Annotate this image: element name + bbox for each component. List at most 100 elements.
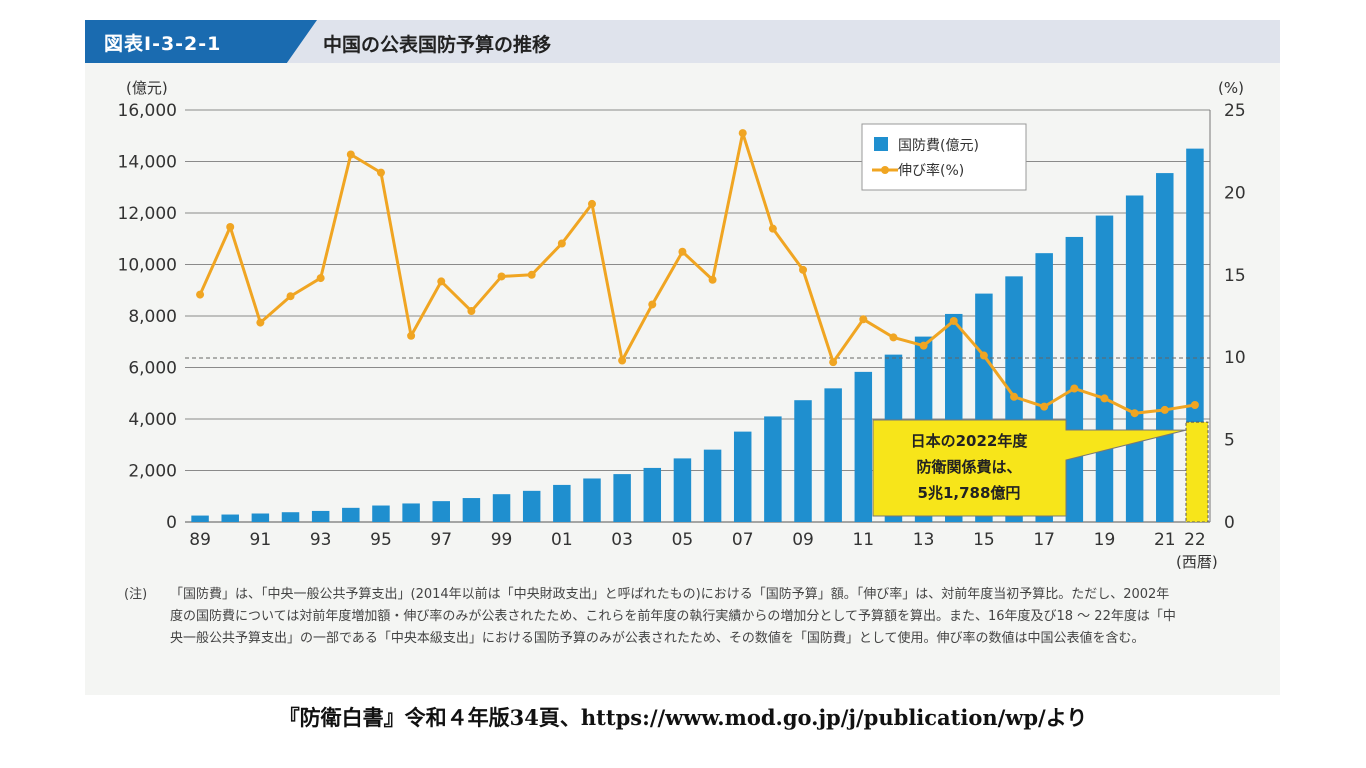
bar-94: [342, 507, 360, 522]
bar-96: [402, 503, 420, 522]
callout-line-1: 日本の2022年度: [911, 432, 1029, 450]
growth-point-89: [196, 290, 205, 299]
growth-point-20: [1130, 409, 1139, 418]
y-right-tick-label: 5: [1224, 431, 1235, 451]
line-series-growth-rate: [196, 129, 1199, 418]
y-left-tick-label: 12,000: [118, 204, 177, 224]
growth-point-12: [889, 333, 898, 342]
x-tick-label: 95: [370, 530, 392, 550]
figure-title: 中国の公表国防予算の推移: [323, 34, 552, 56]
bar-06: [703, 449, 722, 522]
growth-point-21: [1160, 405, 1169, 414]
growth-point-97: [437, 277, 446, 286]
bar-21: [1156, 173, 1174, 522]
bar-09: [794, 400, 812, 522]
growth-point-06: [708, 275, 717, 284]
growth-point-94: [346, 150, 355, 159]
y-left-tick-label: 16,000: [118, 101, 177, 121]
growth-point-10: [829, 358, 838, 367]
growth-point-13: [919, 341, 928, 350]
growth-point-22: [1190, 400, 1199, 409]
bar-93: [311, 510, 330, 522]
growth-point-00: [527, 270, 536, 279]
bar-07: [733, 431, 752, 522]
bar-92: [281, 512, 300, 522]
callout-line-2: 防衛関係費は、: [916, 458, 1021, 476]
y-left-tick-label: 14,000: [118, 153, 177, 173]
x-tick-label: 21: [1154, 530, 1176, 550]
legend-line-label: 伸び率(%): [898, 162, 964, 179]
y-right-tick-label: 15: [1224, 266, 1246, 286]
y-left-tick-label: 10,000: [118, 256, 177, 276]
x-tick-label: 89: [189, 530, 211, 550]
x-unit-label: (西暦): [1176, 553, 1218, 571]
x-tick-label: 01: [551, 530, 573, 550]
bar-03: [613, 474, 631, 522]
bar-99: [492, 494, 511, 522]
growth-point-01: [557, 239, 566, 248]
legend-box: [861, 123, 1027, 191]
bar-89: [191, 515, 209, 522]
bar-10: [824, 388, 842, 522]
growth-point-92: [286, 292, 295, 301]
growth-rate-line: [198, 131, 1196, 415]
growth-point-02: [587, 199, 596, 208]
growth-point-17: [1040, 402, 1049, 411]
x-tick-label: 19: [1094, 530, 1116, 550]
bar-98: [462, 498, 481, 522]
growth-point-15: [979, 351, 988, 360]
bar-02: [583, 478, 601, 522]
legend: 国防費(億元) 伸び率(%): [861, 123, 1027, 191]
growth-point-18: [1070, 384, 1079, 393]
japan-callout-box: [872, 419, 1187, 517]
japan-2022-bar: [1185, 421, 1209, 523]
bar-97: [432, 501, 450, 522]
bar-18: [1065, 236, 1084, 522]
growth-point-04: [648, 300, 657, 309]
bar-11: [854, 371, 873, 522]
x-tick-label: 99: [491, 530, 513, 550]
bar-20: [1125, 195, 1144, 523]
note-text: 「国防費」は、「中央一般公共予算支出」(2014年以前は「中央財政支出」と呼ばれ…: [170, 587, 1176, 646]
growth-point-93: [316, 274, 325, 283]
y-left-tick-label: 2,000: [128, 462, 177, 482]
growth-point-03: [618, 356, 627, 365]
x-tick-label: 11: [852, 530, 874, 550]
bar-91: [251, 513, 270, 522]
y-right-tick-label: 20: [1224, 183, 1246, 203]
growth-point-95: [376, 168, 385, 177]
bar-04: [643, 467, 662, 522]
y-right-tick-labels: 0 5 10 15 20 25: [1224, 101, 1246, 533]
growth-point-99: [497, 272, 506, 281]
growth-point-05: [678, 247, 687, 256]
legend-bar-swatch: [874, 137, 888, 151]
growth-point-90: [226, 223, 235, 232]
callout-line-3: 5兆1,788億円: [918, 484, 1021, 502]
growth-point-09: [799, 265, 808, 274]
y-right-tick-label: 25: [1224, 101, 1246, 121]
note-label: (注): [124, 587, 148, 602]
figure-id: 図表Ⅰ-3-2-1: [104, 33, 222, 55]
y-left-tick-label: 8,000: [128, 307, 177, 327]
x-tick-label: 03: [611, 530, 633, 550]
japan-budget-callout: 日本の2022年度 防衛関係費は、 5兆1,788億円: [872, 419, 1209, 523]
bar-01: [553, 484, 571, 522]
growth-point-08: [768, 224, 777, 233]
growth-point-14: [949, 316, 958, 325]
figure-id-tab: [85, 20, 317, 63]
bar-95: [372, 505, 390, 522]
growth-point-96: [407, 331, 416, 340]
y-left-tick-labels: 0 2,000 4,000 6,000 8,000 10,000 12,000 14,000 1…: [118, 101, 177, 533]
x-tick-label: 97: [430, 530, 452, 550]
growth-point-07: [738, 129, 747, 138]
growth-point-91: [256, 318, 265, 327]
y-right-unit-label: (%): [1218, 79, 1244, 97]
legend-line-marker: [881, 166, 889, 174]
y-left-tick-label: 4,000: [128, 410, 177, 430]
legend-bar-label: 国防費(億元): [898, 138, 979, 154]
x-tick-labels: 89 91 93 95 97 99 01 03 05 07 09 11 13 15 17 19 21 22: [189, 530, 1205, 550]
x-tick-label: 13: [913, 530, 935, 550]
y-left-tick-label: 0: [166, 513, 177, 533]
y-left-tick-label: 6,000: [128, 359, 177, 379]
